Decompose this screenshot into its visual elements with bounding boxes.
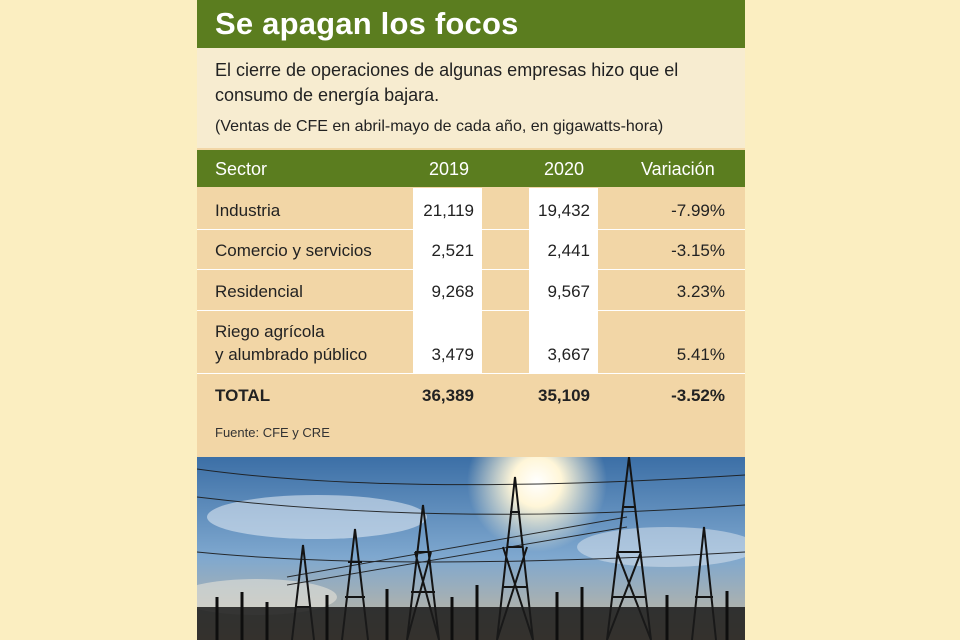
sector-cell: Comercio y servicios xyxy=(215,241,372,260)
table-row: Comercio y servicios 2,521 2,441 -3.15% xyxy=(197,229,745,270)
variation-cell: -3.15% xyxy=(671,241,725,260)
variation-cell: -7.99% xyxy=(671,201,725,220)
total-2020-cell: 35,109 xyxy=(538,386,590,405)
value-2019-cell: 3,479 xyxy=(431,345,474,364)
table-row: Industria 21,119 19,432 -7.99% xyxy=(197,188,745,230)
header-sector: Sector xyxy=(215,159,268,179)
total-variation-cell: -3.52% xyxy=(671,386,725,405)
column-2020-background xyxy=(529,188,598,374)
sector-cell: Residencial xyxy=(215,282,303,301)
total-row: TOTAL 36,389 35,109 -3.52% xyxy=(197,374,745,416)
title-bar: Se apagan los focos xyxy=(197,0,745,48)
table-row: Residencial 9,268 9,567 3.23% xyxy=(197,270,745,311)
intro-panel: El cierre de operaciones de algunas empr… xyxy=(197,48,745,148)
header-variacion: Variación xyxy=(641,159,715,179)
table-header: Sector 2019 2020 Variación xyxy=(197,150,745,187)
sector-cell-line1: Riego agrícola xyxy=(215,322,325,341)
header-2019: 2019 xyxy=(429,159,470,179)
page-title: Se apagan los focos xyxy=(215,6,519,41)
value-2020-cell: 2,441 xyxy=(547,241,590,260)
value-2020-cell: 9,567 xyxy=(547,282,590,301)
units-note: (Ventas de CFE en abril-mayo de cada año… xyxy=(215,118,664,135)
total-label: TOTAL xyxy=(215,386,271,405)
column-2019-background xyxy=(413,188,482,374)
value-2019-cell: 21,119 xyxy=(423,201,474,220)
power-lines-photo xyxy=(197,457,745,640)
sector-cell-line2: y alumbrado público xyxy=(215,345,368,364)
value-2019-cell: 2,521 xyxy=(431,241,474,260)
subtitle: El cierre de operaciones de algunas empr… xyxy=(215,60,679,105)
infographic-card: Se apagan los focos El cierre de operaci… xyxy=(197,0,745,640)
source-note: Fuente: CFE y CRE xyxy=(215,425,330,440)
variation-cell: 5.41% xyxy=(676,345,725,364)
header-2020: 2020 xyxy=(544,159,585,179)
value-2020-cell: 3,667 xyxy=(547,345,590,364)
table-row: Riego agrícola y alumbrado público 3,479… xyxy=(197,311,745,374)
total-2019-cell: 36,389 xyxy=(422,386,474,405)
value-2020-cell: 19,432 xyxy=(538,201,590,220)
variation-cell: 3.23% xyxy=(676,282,725,301)
value-2019-cell: 9,268 xyxy=(431,282,474,301)
sector-cell: Industria xyxy=(215,201,281,220)
